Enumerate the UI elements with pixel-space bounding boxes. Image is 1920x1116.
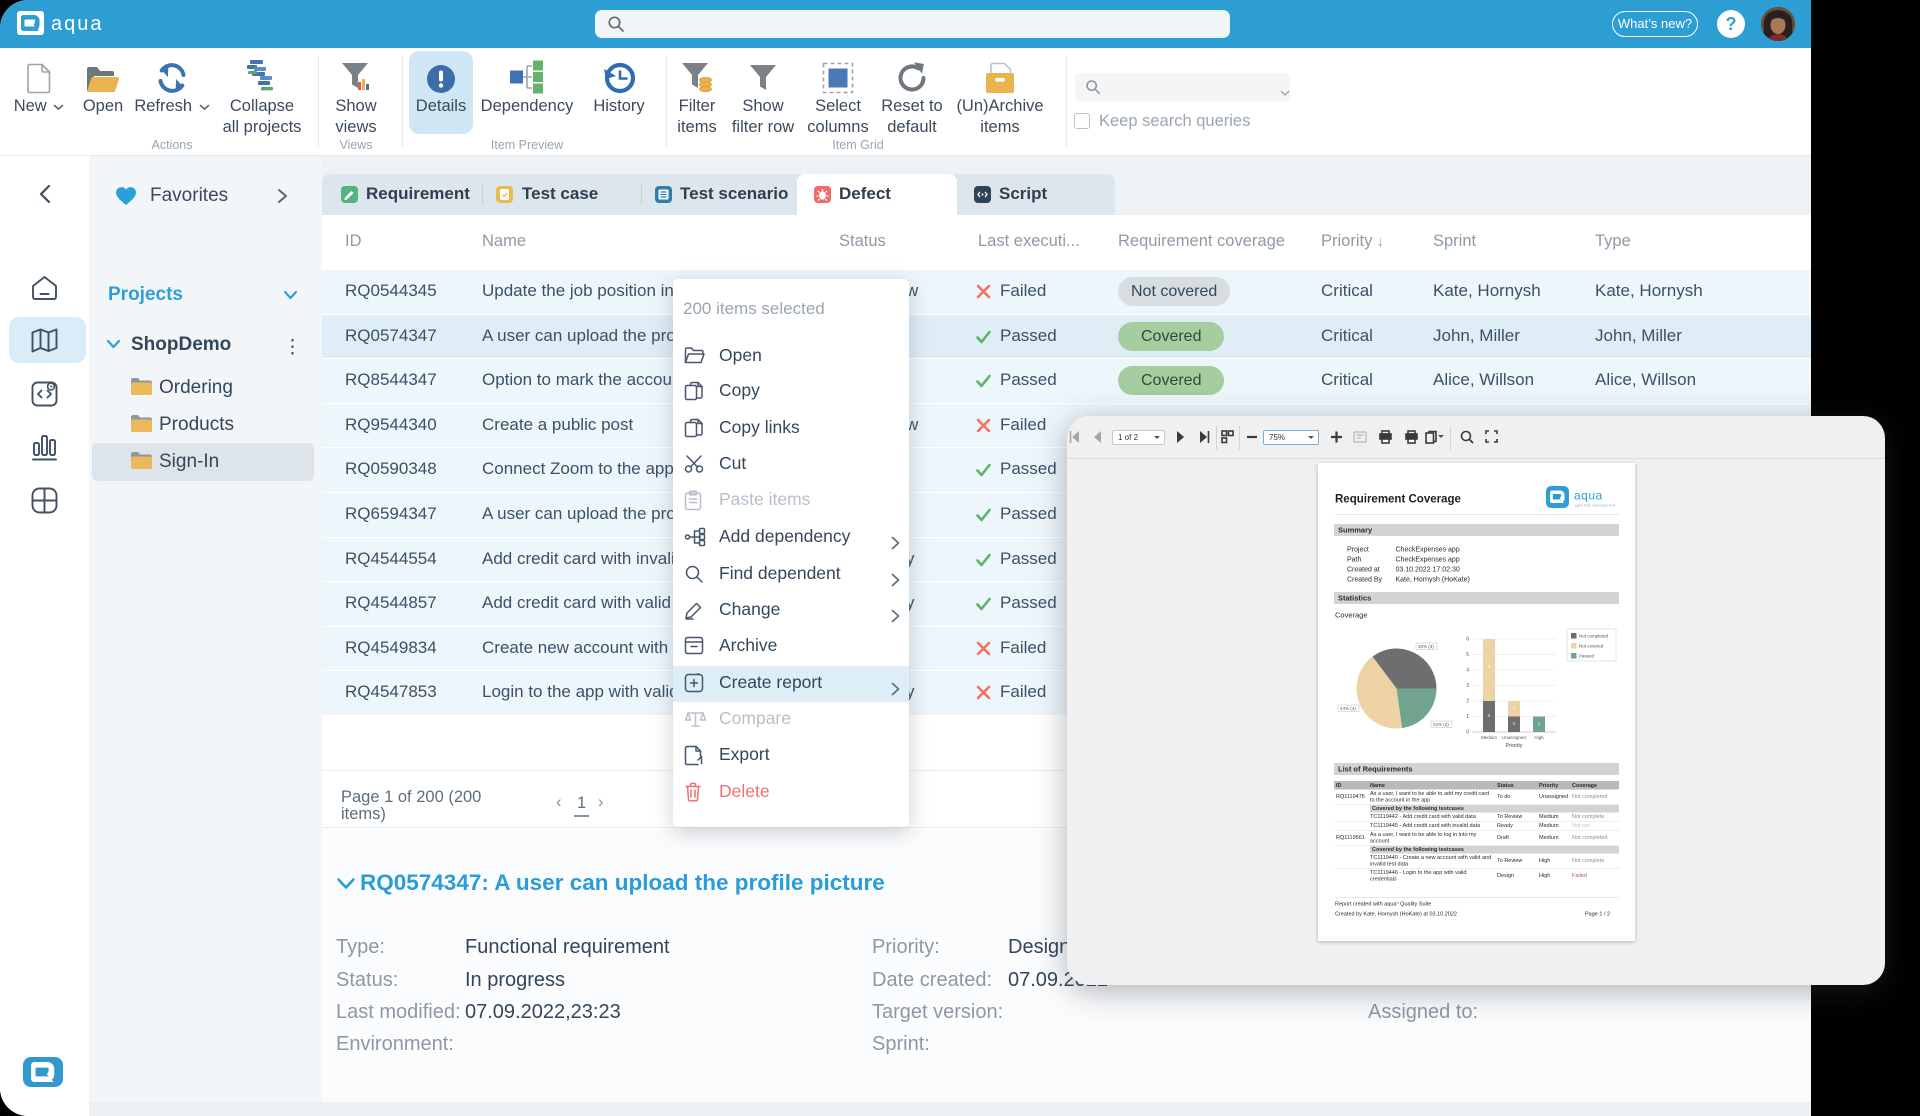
svg-text:4: 4 [1466,668,1469,674]
svg-text:Unassigned: Unassigned [1502,735,1526,740]
svg-text:2: 2 [1466,699,1469,705]
svg-text:5: 5 [1466,652,1469,658]
svg-text:4: 4 [1488,664,1491,669]
svg-text:Not completed: Not completed [1579,634,1609,639]
svg-text:1: 1 [1466,714,1469,720]
svg-text:Priority: Priority [1505,743,1522,749]
svg-text:33% (3): 33% (3) [1418,644,1434,649]
svg-text:1: 1 [1513,721,1516,726]
svg-text:6: 6 [1466,637,1469,643]
svg-text:Not covered: Not covered [1579,644,1604,649]
svg-text:Medium: Medium [1481,735,1497,740]
svg-text:2: 2 [1488,713,1491,718]
svg-text:0: 0 [1466,730,1469,736]
svg-text:1: 1 [1513,705,1516,710]
svg-text:3: 3 [1466,683,1469,689]
svg-text:1: 1 [1538,721,1541,726]
svg-text:Passed: Passed [1579,654,1595,659]
svg-text:44% (4): 44% (4) [1340,706,1356,711]
svg-text:22% (2): 22% (2) [1433,722,1449,727]
svg-text:High: High [1534,735,1544,740]
